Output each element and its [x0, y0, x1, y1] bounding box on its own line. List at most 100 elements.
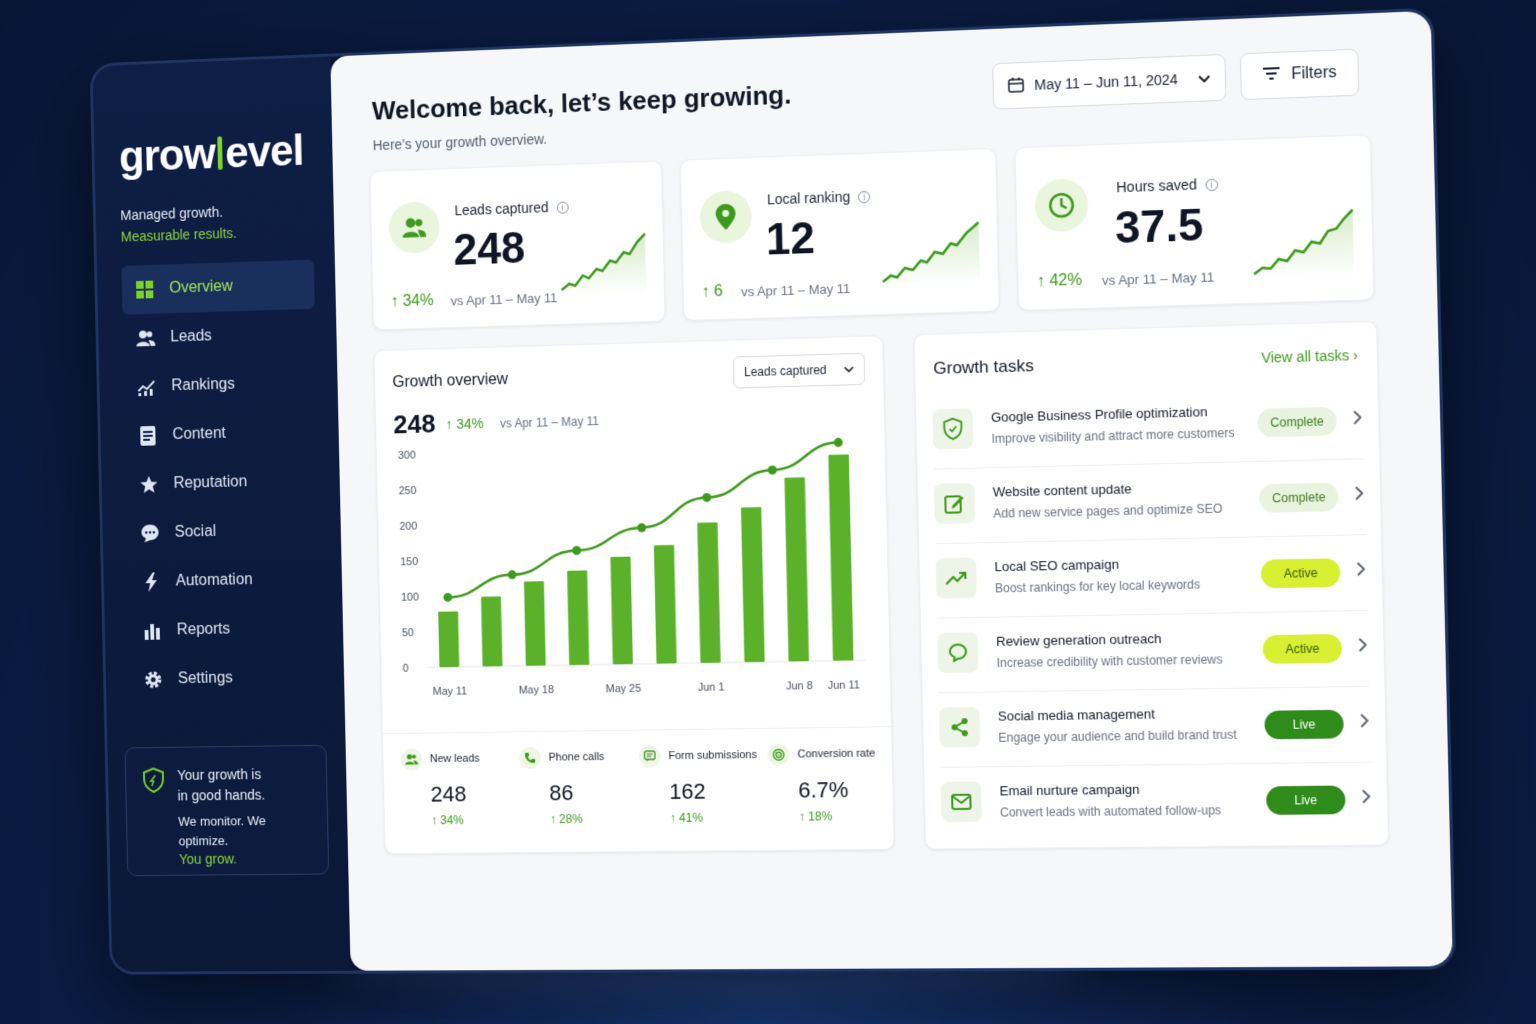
promo-line3: We monitor. We optimize.: [178, 811, 314, 852]
mini-stat-value: 162: [669, 778, 763, 805]
y-tick-label: 200: [399, 520, 417, 532]
task-desc: Boost rankings for key local keywords: [995, 577, 1201, 595]
task-row[interactable]: Review generation outreach Increase cred…: [937, 611, 1370, 693]
phone-icon: [519, 747, 541, 769]
task-row[interactable]: Social media management Engage your audi…: [939, 687, 1372, 768]
stat-label-text: Hours saved: [1116, 176, 1197, 195]
task-row[interactable]: Local SEO campaign Boost rankings for ke…: [935, 535, 1368, 619]
view-all-tasks-link[interactable]: View all tasks ›: [1261, 347, 1358, 366]
chevron-right-icon[interactable]: [1357, 562, 1366, 582]
sidebar-item-label: Reports: [177, 621, 231, 640]
chevron-down-icon: [1198, 70, 1211, 87]
status-badge: Active: [1263, 634, 1343, 664]
sidebar-item-reports[interactable]: Reports: [129, 603, 322, 655]
sidebar-item-overview[interactable]: Overview: [121, 260, 314, 315]
y-tick-label: 100: [401, 591, 419, 603]
mini-stat-form-submissions: Form submissions 162 ↑ 41%: [639, 744, 764, 825]
info-icon[interactable]: i: [858, 191, 870, 203]
stat-delta: ↑ 6: [701, 283, 723, 302]
task-desc: Engage your audience and build brand tru…: [998, 728, 1237, 745]
sparkline-chart: [880, 220, 982, 286]
overview-value: 248: [393, 409, 436, 441]
form-icon: [639, 745, 661, 767]
bar: [567, 570, 589, 665]
filters-button[interactable]: Filters: [1240, 49, 1359, 101]
overview-title: Growth overview: [392, 371, 508, 392]
chevron-right-icon[interactable]: [1360, 713, 1369, 733]
chevron-right-icon[interactable]: [1358, 638, 1367, 658]
share-icon: [939, 707, 980, 748]
sidebar-item-rankings[interactable]: Rankings: [124, 358, 317, 412]
x-tick-label: Jun 8: [786, 680, 813, 693]
stat-delta: ↑ 42%: [1037, 272, 1083, 292]
sidebar-item-automation[interactable]: Automation: [128, 554, 321, 607]
stat-card-hours[interactable]: Hours saved i 37.5 ↑ 42% vs Apr 11 – May …: [1014, 134, 1374, 311]
bar: [481, 596, 502, 666]
task-row[interactable]: Website content update Add new service p…: [934, 459, 1367, 544]
sidebar-item-social[interactable]: Social: [127, 505, 320, 558]
overview-compare: vs Apr 11 – May 11: [500, 414, 599, 430]
y-tick-label: 300: [398, 449, 416, 461]
task-row[interactable]: Email nurture campaign Convert leads wit…: [940, 763, 1373, 843]
sidebar-item-content[interactable]: Content: [125, 407, 318, 461]
sidebar-item-label: Content: [172, 425, 226, 444]
chevron-right-icon[interactable]: [1362, 789, 1371, 809]
sidebar: grow evel Managed growth. Measurable resu…: [93, 57, 351, 972]
sidebar-item-reputation[interactable]: Reputation: [126, 456, 319, 510]
info-icon[interactable]: i: [556, 201, 568, 213]
stat-label: Leads captured i: [454, 199, 568, 219]
line-point: [834, 438, 843, 447]
sidebar-nav: Overview Leads Rankings Content: [121, 260, 323, 705]
stat-card-leads[interactable]: Leads captured i 248 ↑ 34% vs Apr 11 – Ma…: [369, 160, 665, 330]
mail-icon: [941, 781, 982, 822]
bar: [524, 581, 546, 666]
main-content: Welcome back, let’s keep growing. Here’s…: [330, 11, 1453, 971]
logo-text-part1: grow: [119, 130, 216, 181]
bar: [438, 611, 459, 667]
trend-up-icon: [936, 557, 977, 598]
sparkline-chart: [1251, 208, 1356, 279]
line-point: [637, 523, 646, 532]
promo-card: Your growth is in good hands. We monitor…: [124, 745, 329, 876]
overview-delta: ↑ 34%: [446, 415, 484, 432]
chat-icon: [140, 523, 159, 543]
line-point: [572, 546, 581, 555]
bar: [610, 557, 633, 665]
filters-label: Filters: [1291, 64, 1337, 84]
promo-line2: in good hands.: [177, 784, 313, 806]
growth-chart: 0 50 100 150 200 250 300 May 11 May 18 May 25 Jun …: [386, 435, 883, 725]
sidebar-item-label: Leads: [170, 328, 212, 347]
logo-bar: [217, 136, 222, 169]
bar: [741, 507, 765, 662]
chevron-right-icon[interactable]: [1353, 410, 1362, 430]
chevron-right-icon[interactable]: [1355, 486, 1364, 506]
status-badge: Active: [1261, 558, 1341, 588]
mini-stat-value: 86: [549, 779, 642, 806]
info-icon[interactable]: i: [1205, 179, 1218, 192]
promo-line4: You grow.: [179, 850, 315, 867]
line-point: [702, 493, 711, 502]
sidebar-item-leads[interactable]: Leads: [123, 309, 316, 364]
line-point: [443, 593, 452, 602]
star-icon: [139, 475, 158, 495]
task-row[interactable]: Google Business Profile optimization Imp…: [932, 384, 1365, 470]
sidebar-item-label: Reputation: [173, 473, 247, 492]
stat-card-ranking[interactable]: Local ranking i 12 ↑ 6 vs Apr 11 – May 11: [680, 148, 1000, 321]
device-frame: grow evel Managed growth. Measurable resu…: [90, 8, 1456, 975]
sidebar-item-settings[interactable]: Settings: [130, 652, 323, 704]
page-title: Welcome back, let’s keep growing.: [372, 79, 792, 126]
sidebar-item-label: Overview: [169, 278, 233, 298]
date-range-label: May 11 – Jun 11, 2024: [1034, 71, 1178, 93]
date-range-picker[interactable]: May 11 – Jun 11, 2024: [992, 54, 1226, 110]
task-desc: Increase credibility with customer revie…: [997, 652, 1223, 670]
calendar-icon: [1008, 76, 1025, 96]
x-tick-label: May 25: [606, 683, 642, 696]
mini-stat-new-leads: New leads 248 ↑ 34%: [401, 747, 523, 827]
mini-stat-delta: ↑ 18%: [799, 809, 893, 824]
shield-icon: [932, 408, 973, 449]
metric-select[interactable]: Leads captured: [733, 353, 865, 389]
shield-icon: [143, 767, 164, 797]
mini-stat-label: Conversion rate: [797, 747, 875, 760]
stat-compare: vs Apr 11 – May 11: [741, 281, 850, 299]
mini-stat-conversion-rate: Conversion rate 6.7% ↑ 18%: [767, 742, 893, 824]
